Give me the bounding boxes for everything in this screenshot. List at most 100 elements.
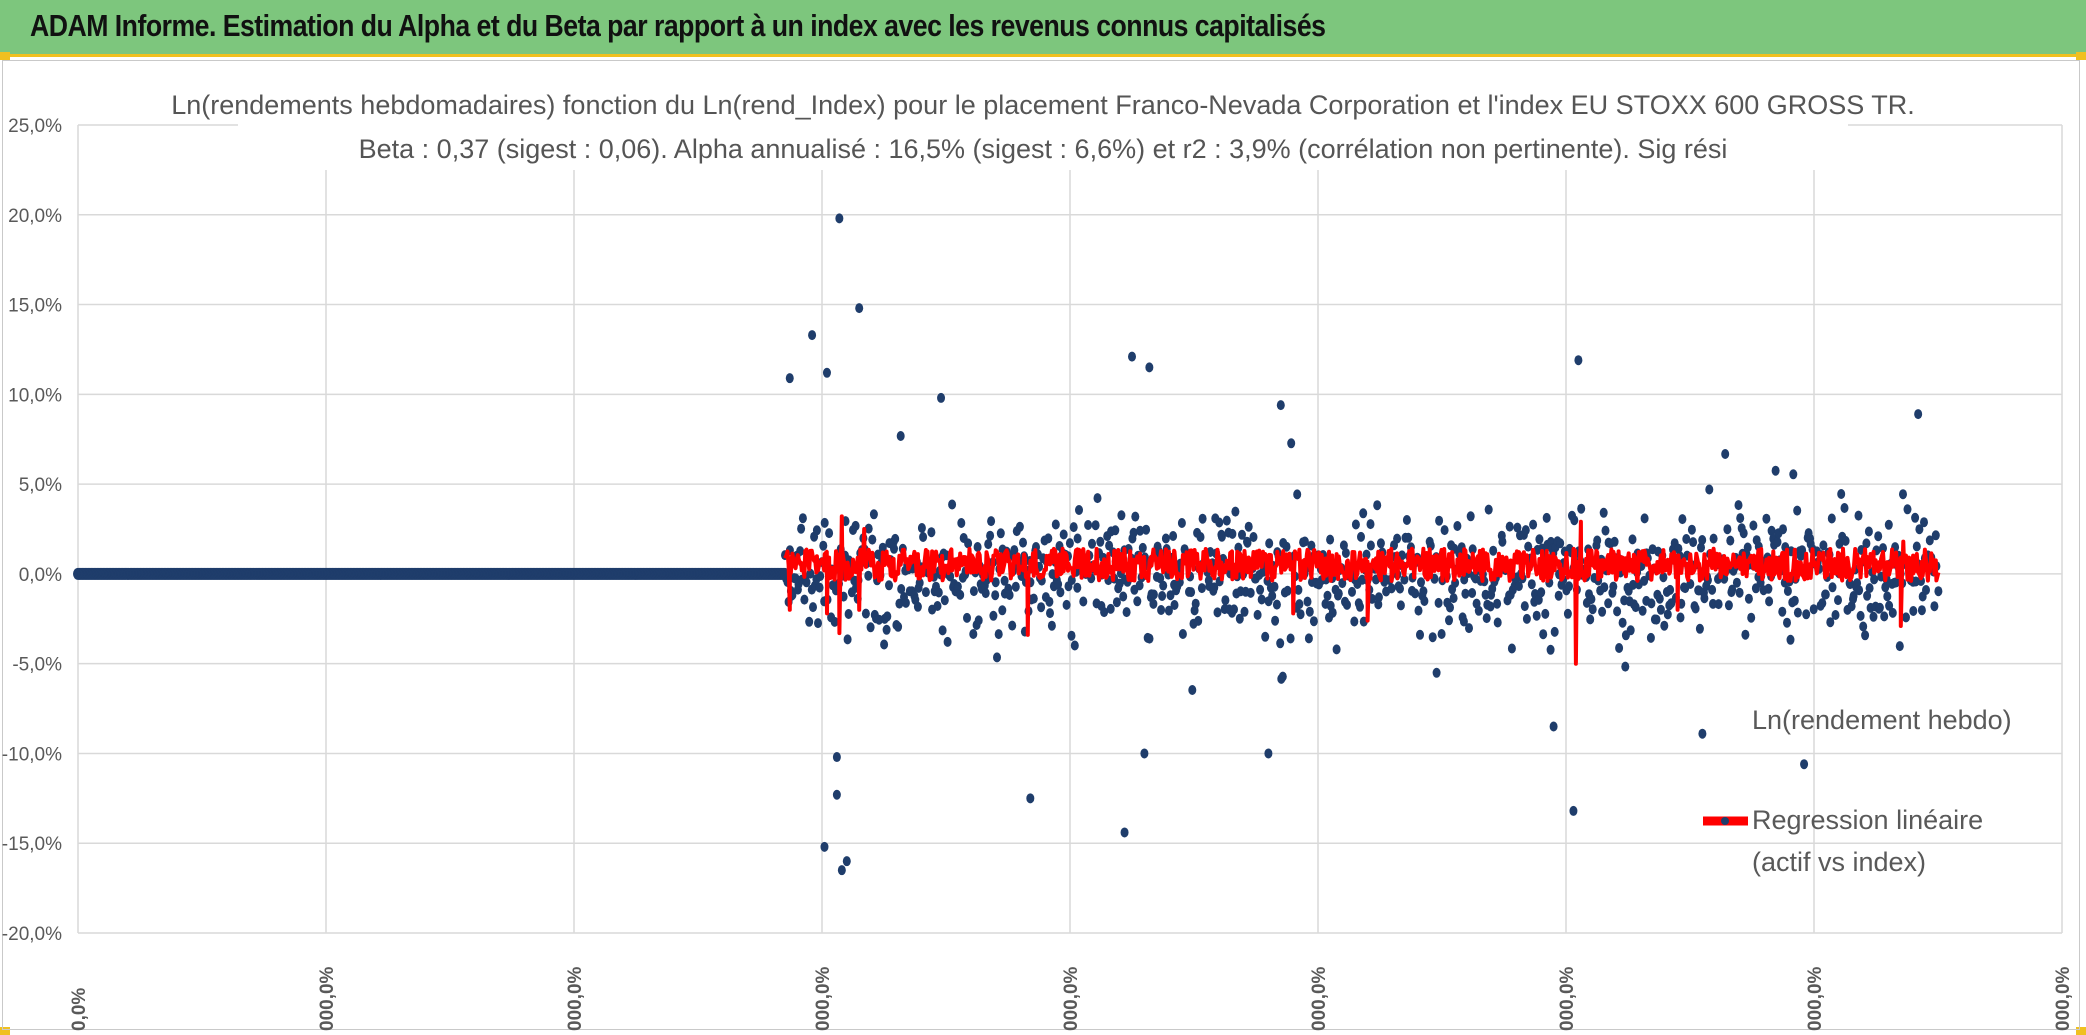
data-point: [1037, 602, 1046, 613]
data-point: [1917, 605, 1926, 616]
data-point: [1912, 541, 1921, 552]
data-point: [984, 539, 993, 550]
data-point: [1831, 610, 1840, 620]
data-point: [1660, 620, 1669, 631]
data-point: [1051, 519, 1060, 530]
data-point: [1417, 577, 1425, 588]
data-point: [913, 601, 922, 612]
data-point: [1235, 613, 1244, 624]
data-point: [1767, 525, 1776, 536]
data-point: [1257, 594, 1266, 605]
data-point: [1749, 520, 1758, 531]
data-point-outlier: [832, 789, 841, 800]
data-point: [1243, 537, 1252, 548]
data-point: [815, 582, 824, 593]
data-point: [1818, 598, 1827, 609]
data-point: [1073, 582, 1082, 593]
data-point: [882, 624, 891, 635]
data-point: [1747, 612, 1756, 623]
data-point: [1521, 525, 1530, 536]
data-point: [1577, 503, 1586, 514]
data-point: [1414, 605, 1423, 616]
data-point: [820, 517, 829, 528]
data-point: [1011, 581, 1020, 592]
data-point: [1440, 525, 1449, 536]
data-point: [1376, 538, 1385, 549]
data-point: [1046, 608, 1054, 619]
data-point: [897, 584, 906, 594]
data-point: [1735, 587, 1744, 598]
data-point: [1286, 633, 1295, 644]
scatter-series: [73, 213, 1943, 876]
data-point-outlier: [837, 865, 846, 876]
data-point: [798, 513, 807, 524]
data-point: [1309, 616, 1318, 627]
data-point: [1117, 510, 1126, 521]
data-point: [1188, 685, 1197, 695]
data-point: [991, 577, 1000, 588]
data-point: [1283, 585, 1292, 596]
data-point: [1119, 591, 1128, 602]
data-point: [1646, 632, 1655, 643]
data-point: [1343, 599, 1351, 610]
data-point: [816, 571, 825, 582]
data-point: [1864, 526, 1873, 537]
x-tick-label: 000,0%: [2053, 966, 2074, 1031]
data-point: [1138, 542, 1147, 553]
data-point: [1892, 577, 1901, 588]
data-point: [1196, 532, 1205, 542]
data-point: [1362, 549, 1371, 560]
data-point: [1166, 590, 1175, 601]
data-point: [1610, 536, 1619, 547]
data-point: [1931, 530, 1940, 541]
data-point: [1546, 644, 1555, 655]
data-point: [1902, 612, 1910, 623]
data-point: [1045, 596, 1054, 607]
data-point: [1079, 596, 1088, 607]
data-point: [1404, 532, 1413, 543]
data-point: [1402, 515, 1411, 525]
data-point: [874, 549, 883, 560]
data-point: [1659, 572, 1668, 583]
corner-marker-top-right: [2076, 52, 2086, 60]
data-point: [802, 577, 811, 588]
data-point: [1884, 519, 1893, 530]
data-point: [1834, 595, 1842, 606]
data-point: [1474, 605, 1483, 616]
data-point: [1029, 593, 1038, 604]
data-point: [1323, 590, 1332, 601]
data-point: [1721, 449, 1730, 459]
data-point: [1246, 587, 1255, 598]
data-point: [1135, 580, 1144, 591]
data-point: [1194, 615, 1203, 626]
data-point: [1728, 584, 1737, 595]
data-point: [1743, 542, 1752, 553]
data-point: [1790, 595, 1799, 606]
data-point: [1356, 601, 1364, 612]
data-point: [1373, 500, 1382, 511]
data-point: [1420, 596, 1429, 606]
data-point: [1230, 604, 1238, 615]
data-point: [1453, 521, 1462, 531]
data-point: [1599, 507, 1608, 518]
data-point: [1778, 606, 1787, 617]
data-point: [963, 612, 971, 623]
data-point: [1881, 582, 1890, 593]
x-tick-label: 000,0%: [1061, 966, 1082, 1031]
data-point: [1691, 603, 1700, 614]
data-point: [1244, 521, 1253, 532]
data-point: [1177, 518, 1186, 528]
data-point: [1609, 581, 1618, 592]
data-point: [1096, 536, 1105, 547]
data-point: [1088, 538, 1096, 549]
data-point: [1296, 609, 1305, 620]
data-point: [1909, 606, 1918, 616]
data-point: [1486, 601, 1495, 612]
data-point: [1600, 582, 1609, 593]
data-point: [1859, 621, 1868, 632]
data-point: [1883, 591, 1892, 602]
data-point: [1073, 533, 1082, 544]
legend-swatch-dot: [1721, 817, 1729, 825]
data-point: [1010, 545, 1019, 556]
data-point: [1215, 517, 1224, 528]
